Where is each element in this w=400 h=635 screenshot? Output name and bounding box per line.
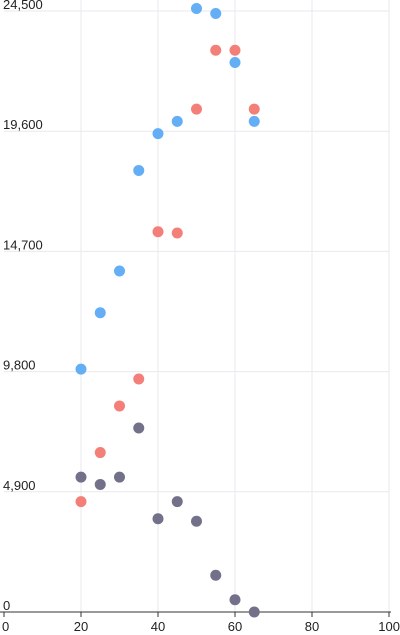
scatter-point-series-1 — [229, 57, 241, 69]
scatter-point-series-2 — [133, 373, 145, 385]
y-tick-label: 19,600 — [3, 117, 43, 132]
scatter-point-series-2 — [210, 44, 222, 56]
vertical-gridlines — [80, 0, 390, 612]
x-tick-label: 40 — [151, 619, 165, 634]
scatter-point-series-2 — [229, 44, 241, 56]
scatter-point-series-3 — [152, 513, 164, 525]
x-tick-label: 100 — [378, 619, 400, 634]
scatter-point-series-3 — [210, 569, 222, 581]
x-tick-label: 60 — [228, 619, 242, 634]
y-tick-label: 24,500 — [3, 0, 43, 12]
scatter-point-series-2 — [171, 227, 183, 239]
scatter-point-series-2 — [114, 400, 125, 412]
scatter-point-series-1 — [191, 3, 202, 15]
scatter-point-series-1 — [133, 164, 145, 176]
y-axis: 0 4,900 9,800 14,700 19,600 24,500 — [3, 0, 43, 613]
scatter-point-series-1 — [152, 128, 164, 140]
scatter-point-series-2 — [152, 226, 164, 238]
scatter-point-series-3 — [248, 606, 260, 618]
scatter-point-series-1 — [248, 115, 260, 127]
scatter-point-series-3 — [229, 594, 241, 606]
x-axis: 0 20 40 60 80 100 — [0, 611, 400, 634]
scatter-point-series-3 — [75, 471, 87, 483]
y-tick-label: 0 — [3, 598, 10, 613]
scatter-point-series-1 — [94, 307, 106, 319]
scatter-point-series-2 — [191, 103, 202, 115]
scatter-point-series-1 — [114, 265, 125, 277]
x-tick-label: 80 — [305, 619, 319, 634]
scatter-point-series-3 — [114, 471, 125, 483]
data-points — [75, 3, 260, 618]
scatter-point-series-3 — [133, 422, 145, 434]
scatter-point-series-2 — [248, 103, 260, 115]
x-tick-label: 20 — [74, 619, 88, 634]
horizontal-gridlines — [4, 10, 389, 493]
scatter-point-series-3 — [94, 478, 106, 490]
y-tick-label: 14,700 — [3, 237, 43, 252]
scatter-point-series-2 — [75, 496, 87, 508]
scatter-point-series-1 — [75, 363, 87, 375]
y-tick-label: 9,800 — [3, 358, 36, 373]
scatter-point-series-1 — [171, 115, 183, 127]
scatter-point-series-3 — [191, 515, 202, 527]
scatter-point-series-1 — [210, 7, 222, 19]
y-tick-label: 4,900 — [3, 478, 36, 493]
scatter-point-series-3 — [171, 496, 183, 508]
x-tick-label: 0 — [2, 619, 9, 634]
scatter-point-series-2 — [94, 447, 106, 459]
